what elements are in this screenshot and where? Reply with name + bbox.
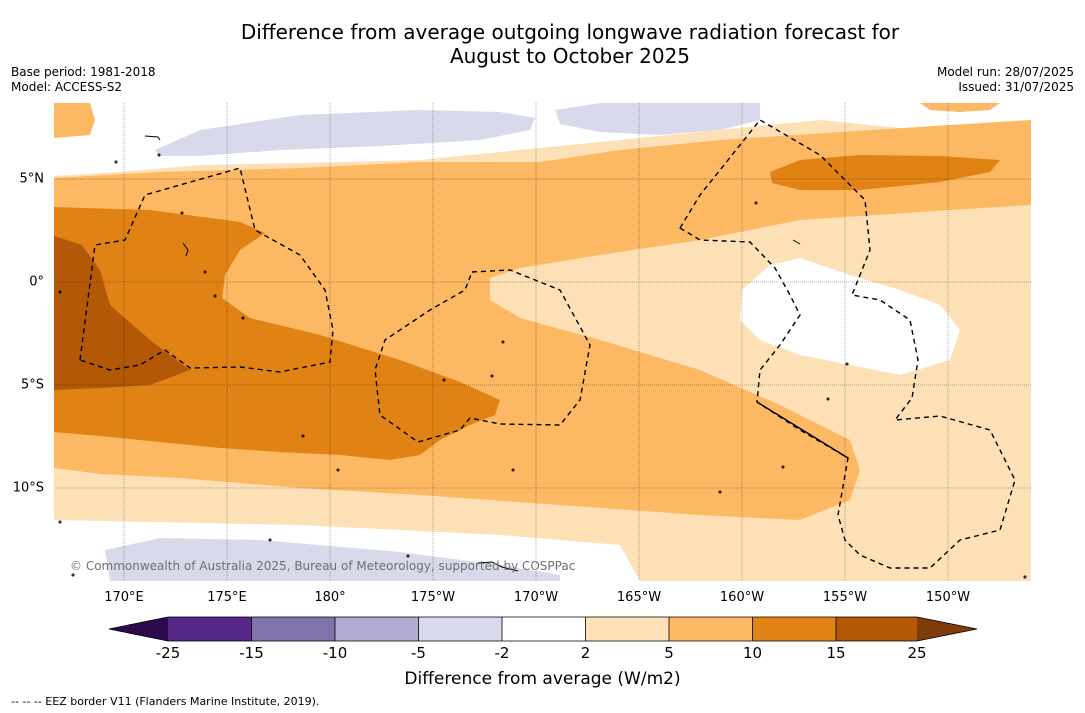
colorbar-tick: -25	[155, 644, 181, 662]
lon-label-180: 180°	[314, 590, 346, 605]
graticule	[54, 103, 1031, 581]
colorbar-band-8	[752, 617, 836, 641]
issued-date: Issued: 31/07/2025	[958, 80, 1074, 94]
lon-label-155w: 155°W	[822, 590, 868, 605]
model-name: Model: ACCESS-S2	[11, 80, 123, 94]
lon-label-160w: 160°W	[719, 590, 765, 605]
lat-label-5n: 5°N	[19, 171, 45, 187]
boundary-segment	[756, 401, 849, 459]
islands	[58, 135, 1027, 579]
map-field	[54, 103, 1031, 581]
colorbar-band-2	[251, 617, 335, 641]
colorbar-tick: 10	[742, 644, 763, 662]
band-10-to-15	[54, 207, 500, 460]
colorbar-tick: 2	[580, 644, 591, 662]
colorbar-under-arrow	[109, 617, 168, 641]
lat-label-0: 0°	[29, 274, 44, 290]
run-info: Model run: 28/07/2025 Issued: 31/07/2025	[937, 65, 1074, 95]
band-5-to-10-corner	[54, 103, 95, 138]
colorbar-tick: -15	[239, 644, 264, 662]
title-line-2: August to October 2025	[449, 44, 691, 68]
lon-label-170e: 170°E	[104, 590, 144, 605]
band-5-to-10-ne	[920, 103, 1000, 112]
lat-label-5s: 5°S	[20, 377, 44, 393]
negative-south	[105, 538, 560, 581]
colorbar-tick: -5	[411, 644, 426, 662]
colorbar-tick: 5	[664, 644, 674, 662]
colorbar-band-5	[502, 617, 586, 641]
title-line-1: Difference from average outgoing longwav…	[240, 20, 900, 44]
model-run: Model run: 28/07/2025	[936, 65, 1074, 79]
colorbar-band-1	[168, 617, 252, 641]
colorbar-tick: 15	[826, 644, 846, 662]
eez-footnote: -- -- -- EEZ border V11 (Flanders Marine…	[11, 695, 320, 708]
eez-border-west	[79, 167, 334, 373]
lon-label-150w: 150°W	[925, 590, 971, 605]
lat-label-10s: 10°S	[12, 480, 44, 496]
colorbar-band-7	[669, 617, 753, 641]
base-info: Base period: 1981-2018 Model: ACCESS-S2	[11, 65, 156, 95]
map-title: Difference from average outgoing longwav…	[0, 20, 1085, 68]
colorbar-tick: 25	[907, 644, 927, 662]
lon-label-175w: 175°W	[410, 590, 456, 605]
colorbar-band-6	[585, 617, 669, 641]
lon-label-170w: 170°W	[513, 590, 559, 605]
band-10-to-15-east	[770, 155, 1000, 190]
eez-border-central	[374, 269, 591, 443]
lon-label-175e: 175°E	[207, 590, 247, 605]
colorbar	[108, 616, 978, 642]
base-period: Base period: 1981-2018	[11, 65, 156, 79]
copyright-credit: © Commonwealth of Australia 2025, Bureau…	[70, 559, 576, 573]
colorbar-band-4	[418, 617, 502, 641]
colorbar-band-3	[335, 617, 419, 641]
lon-label-165w: 165°W	[616, 590, 662, 605]
colorbar-over-arrow	[917, 617, 977, 641]
colorbar-label: Difference from average (W/m2)	[404, 669, 681, 689]
band-15-to-25	[54, 236, 190, 390]
negative-north-east	[555, 103, 760, 135]
colorbar-tick: -2	[494, 644, 510, 662]
near-zero-east	[740, 258, 960, 375]
eez-borders	[79, 119, 1016, 569]
negative-north-west	[155, 110, 535, 156]
eez-border-east	[679, 119, 1016, 569]
colorbar-band-9	[836, 617, 920, 641]
colorbar-tick: -10	[322, 644, 348, 662]
